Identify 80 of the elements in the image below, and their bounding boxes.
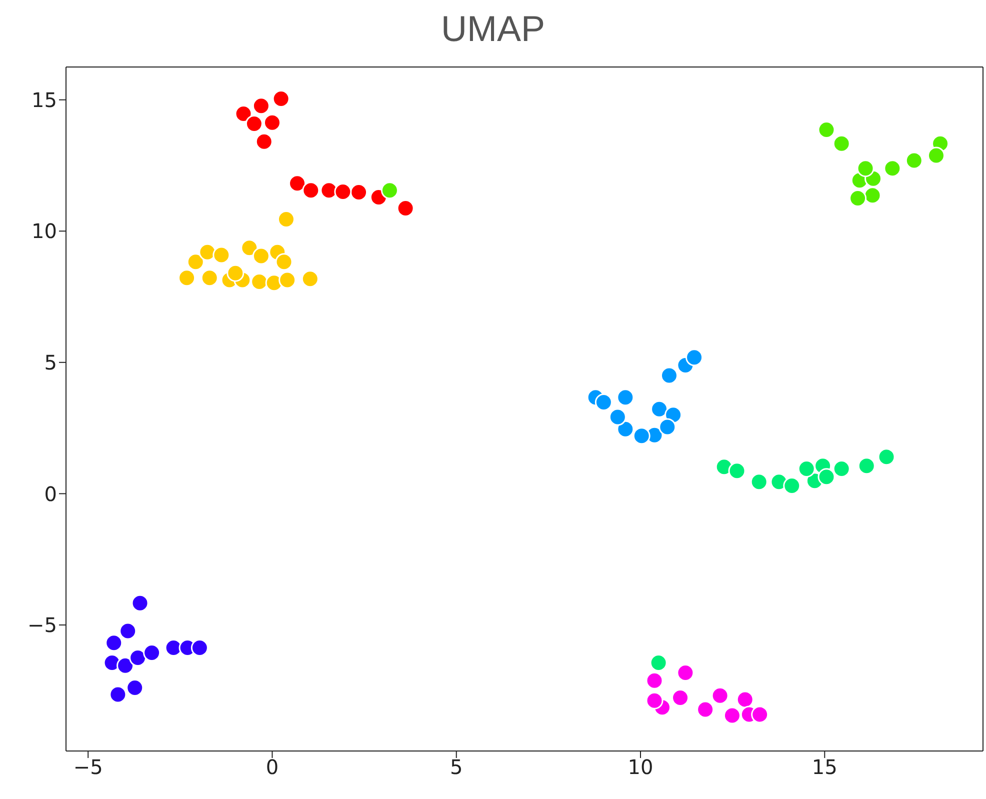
point [646,692,664,710]
point [255,132,273,150]
point [105,634,123,652]
point [878,448,896,466]
point [131,594,149,612]
point [864,186,882,204]
point [818,468,836,486]
point [783,477,801,495]
x-tick-label: 10 [628,755,654,780]
point [728,462,746,480]
point [129,649,147,667]
point [723,706,741,724]
y-tick-label: −5 [28,613,57,638]
point [798,460,816,478]
point [927,146,945,164]
point [672,688,690,706]
point [126,678,144,696]
point [119,622,137,640]
point [711,686,729,704]
point [116,656,134,674]
point [632,427,650,445]
point [832,134,850,152]
point [750,473,768,491]
point [658,418,676,436]
point [660,366,678,384]
point [334,182,352,200]
point [608,408,626,426]
point [849,190,867,208]
point [751,706,769,724]
point [696,700,714,718]
point [616,388,634,406]
point [686,348,704,366]
x-tick-label: 0 [266,755,279,780]
point [278,271,296,289]
x-tick-label: −5 [73,755,103,780]
point [616,420,634,438]
point [288,174,306,192]
point [275,253,293,271]
x-tick-label: 15 [812,755,838,780]
point [245,114,263,132]
point [736,690,754,708]
y-tick-label: 10 [32,219,57,244]
point [252,97,270,115]
point [676,664,694,682]
point [200,269,218,287]
point [234,104,252,122]
point [190,639,208,657]
chart-title: UMAP [440,7,546,51]
x-tick-label: 5 [450,755,463,780]
point [178,269,196,287]
point [818,121,836,139]
y-tick-label: 0 [44,482,57,506]
point [301,270,319,288]
y-tick-label: 15 [32,88,57,112]
point [856,160,874,178]
point [250,273,268,291]
point [252,247,270,265]
point [396,200,414,218]
point [272,90,290,108]
y-tick-label: 5 [44,350,57,374]
point [884,160,902,178]
point [277,210,295,228]
point [594,394,612,412]
point [226,264,244,282]
point [650,654,668,672]
point [240,239,258,257]
point [109,686,127,704]
point [350,183,368,201]
point [650,400,668,418]
point [198,243,216,261]
point [905,152,923,170]
point [380,182,398,200]
point [143,644,161,662]
point [263,114,281,132]
point [832,460,850,478]
point [302,182,320,200]
point [858,457,876,475]
point [212,246,230,264]
point [186,253,204,271]
point [646,672,664,690]
